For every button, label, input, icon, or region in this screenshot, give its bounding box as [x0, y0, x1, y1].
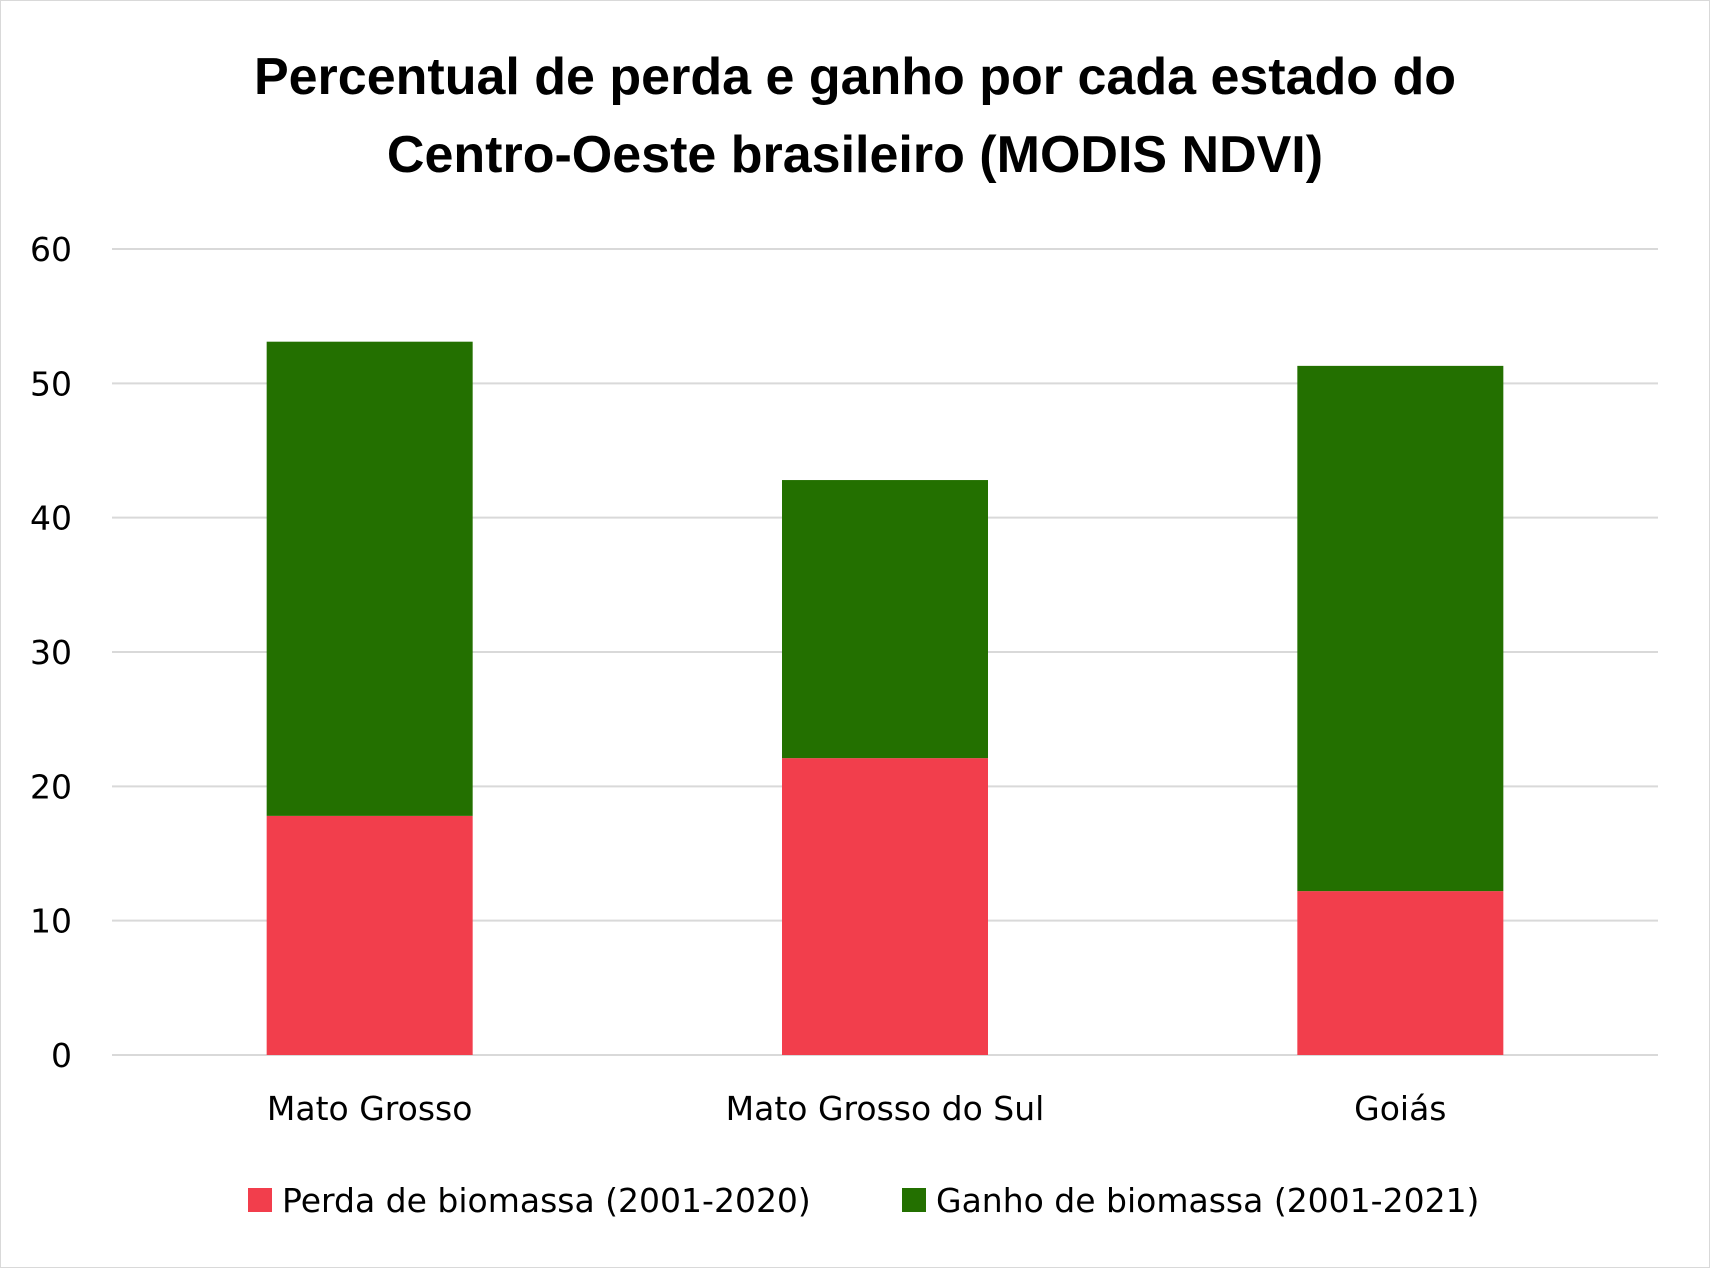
bar-ganho	[266, 341, 473, 816]
chart-title-line-2: Centro-Oeste brasileiro (MODIS NDVI)	[386, 126, 1324, 184]
y-tick-label: 10	[30, 902, 72, 941]
y-tick-label: 60	[30, 230, 72, 269]
bar-perda	[266, 815, 473, 1055]
legend-label-perda: Perda de biomassa (2001-2020)	[282, 1180, 811, 1220]
legend-item-ganho: Ganho de biomassa (2001-2021)	[902, 1178, 1479, 1222]
bar-ganho	[782, 480, 988, 759]
y-tick-label: 20	[30, 767, 72, 806]
y-tick-label: 40	[30, 499, 72, 538]
chart-title-line-1: Percentual de perda e ganho por cada est…	[253, 48, 1457, 106]
legend-swatch-perda	[248, 1188, 272, 1212]
y-tick-label: 50	[30, 364, 72, 403]
y-tick-label: 0	[51, 1036, 72, 1075]
x-category-label: Goiás	[1354, 1089, 1446, 1128]
y-axis-ticks: 0 10 20 30 40 50 60	[30, 230, 72, 1075]
x-category-label: Mato Grosso	[267, 1089, 473, 1128]
x-category-label: Mato Grosso do Sul	[726, 1089, 1045, 1128]
legend-label-ganho: Ganho de biomassa (2001-2021)	[936, 1180, 1480, 1220]
y-tick-label: 30	[30, 633, 72, 672]
bar-ganho	[1297, 365, 1504, 892]
legend-item-perda: Perda de biomassa (2001-2020)	[248, 1178, 811, 1222]
bar-perda	[782, 758, 988, 1055]
chart-title: Percentual de perda e ganho por cada est…	[0, 38, 1710, 194]
bar-perda	[1297, 891, 1504, 1055]
legend-swatch-ganho	[902, 1188, 926, 1212]
bars	[266, 341, 1504, 1055]
x-axis-labels: Mato Grosso Mato Grosso do Sul Goiás	[267, 1089, 1447, 1128]
